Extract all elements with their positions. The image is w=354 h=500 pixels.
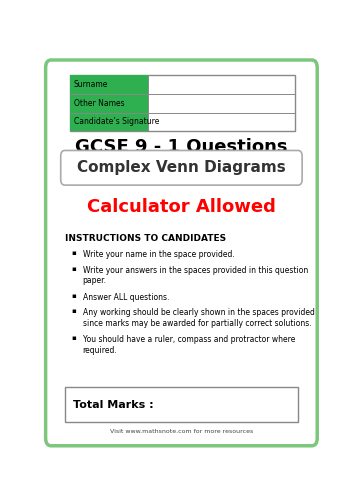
Text: paper.: paper. — [83, 276, 107, 285]
Text: ▪: ▪ — [72, 308, 76, 314]
Text: Total Marks :: Total Marks : — [73, 400, 154, 409]
Bar — [70, 112, 148, 131]
FancyBboxPatch shape — [61, 150, 302, 185]
Text: Write your answers in the spaces provided in this question: Write your answers in the spaces provide… — [83, 266, 308, 274]
Bar — [70, 76, 295, 131]
Text: since marks may be awarded for partially correct solutions.: since marks may be awarded for partially… — [83, 318, 311, 328]
FancyBboxPatch shape — [46, 60, 317, 446]
Bar — [70, 76, 148, 94]
Bar — [70, 94, 148, 112]
Bar — [65, 387, 298, 422]
Text: Any working should be clearly shown in the spaces provided: Any working should be clearly shown in t… — [83, 308, 315, 317]
Text: Candidate’s Signature: Candidate’s Signature — [74, 118, 159, 126]
Text: Write your name in the space provided.: Write your name in the space provided. — [83, 250, 234, 259]
Text: ▪: ▪ — [72, 266, 76, 272]
Text: Visit www.mathsnote.com for more resources: Visit www.mathsnote.com for more resourc… — [110, 428, 253, 434]
Text: ▪: ▪ — [72, 335, 76, 341]
Text: Surname: Surname — [74, 80, 108, 89]
Text: Complex Venn Diagrams: Complex Venn Diagrams — [77, 160, 286, 176]
Text: INSTRUCTIONS TO CANDIDATES: INSTRUCTIONS TO CANDIDATES — [65, 234, 226, 243]
Text: Answer ALL questions.: Answer ALL questions. — [83, 292, 169, 302]
Text: required.: required. — [83, 346, 118, 354]
Text: ▪: ▪ — [72, 250, 76, 256]
Text: You should have a ruler, compass and protractor where: You should have a ruler, compass and pro… — [83, 335, 295, 344]
Text: GCSE 9 - 1 Questions: GCSE 9 - 1 Questions — [75, 138, 288, 156]
Text: ▪: ▪ — [72, 292, 76, 298]
Text: Calculator Allowed: Calculator Allowed — [87, 198, 276, 216]
Text: Other Names: Other Names — [74, 99, 124, 108]
